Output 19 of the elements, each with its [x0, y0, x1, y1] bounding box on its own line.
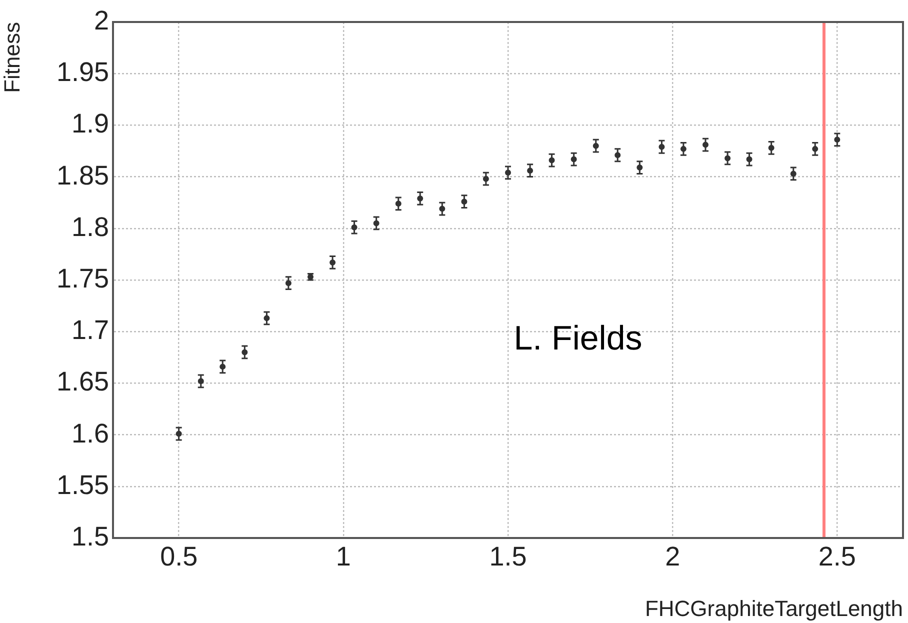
y-tick-label: 1.65	[56, 366, 109, 397]
y-tick-label: 1.8	[71, 212, 109, 242]
y-tick-label: 1.95	[56, 57, 109, 88]
x-tick-label: 1.5	[489, 542, 527, 572]
y-tick-label: 2	[94, 5, 109, 36]
y-tick-label: 1.55	[56, 470, 109, 500]
y-tick-label: 1.6	[71, 418, 109, 448]
y-tick-label: 1.85	[56, 160, 109, 190]
y-axis-title: Fitness	[0, 22, 24, 93]
x-tick-label: 1	[336, 542, 351, 572]
annotation: L. Fields	[514, 319, 642, 358]
y-tick-label: 1.7	[71, 315, 109, 346]
x-tick-label: 0.5	[160, 542, 198, 572]
y-tick-label: 1.9	[71, 108, 109, 139]
x-tick-label: 2.5	[818, 542, 856, 572]
y-tick-label: 1.75	[56, 263, 109, 294]
y-tick-label: 1.5	[71, 521, 109, 552]
x-axis-title: FHCGraphiteTargetLength	[644, 596, 903, 621]
x-tick-label: 2	[665, 542, 680, 572]
